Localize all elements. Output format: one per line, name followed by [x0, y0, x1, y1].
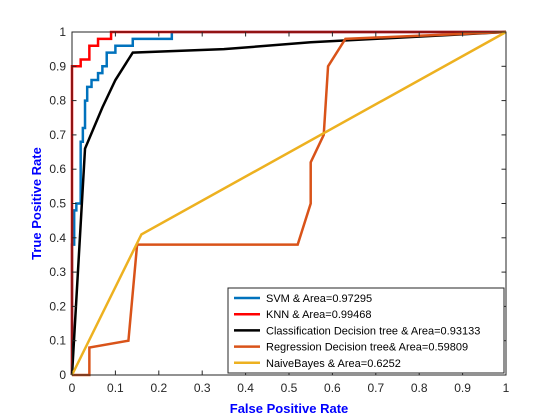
legend-entry-2: Classification Decision tree & Area=0.93… — [266, 325, 480, 337]
tick-layer: 0 0.1 0.2 0.3 0.4 0.5 0.6 0.7 0.8 0.9 1 0 0.1 0.2 0.3 0… — [49, 25, 509, 395]
series-line-1 — [70, 30, 506, 375]
x-tick-label: 0.9 — [454, 381, 471, 395]
y-tick-label: 0.9 — [49, 59, 66, 73]
x-tick-label: 0 — [69, 381, 76, 395]
y-tick-label: 0.3 — [49, 265, 66, 279]
legend-entry-4: NaiveBayes & Area=0.6252 — [266, 358, 401, 370]
legend-box — [227, 287, 505, 374]
x-tick-label: 1 — [503, 381, 510, 395]
x-tick-label: 0.1 — [107, 381, 124, 395]
x-axis-title: False Positive Rate — [230, 401, 349, 416]
y-axis-title: True Positive Rate — [29, 147, 44, 260]
legend-entry-3: Regression Decision tree& Area=0.59809 — [266, 342, 468, 354]
x-tick-label: 0.5 — [281, 381, 298, 395]
y-tick-label: 1 — [59, 25, 66, 39]
series-layer — [70, 30, 507, 377]
x-tick-label: 0.3 — [194, 381, 211, 395]
y-tick-label: 0 — [59, 368, 66, 382]
x-tick-label: 0.8 — [411, 381, 428, 395]
y-tick-label: 0.7 — [49, 128, 66, 142]
legend-entry-0: SVM & Area=0.97295 — [266, 293, 372, 305]
legend: SVM & Area=0.97295 KNN & Area=0.99468 Clas… — [227, 287, 505, 374]
y-tick-label: 0.4 — [49, 231, 66, 245]
series-line-4 — [70, 30, 507, 376]
y-tick-label: 0.2 — [49, 299, 66, 313]
x-tick-label: 0.7 — [367, 381, 384, 395]
y-tick-label: 0.8 — [49, 94, 66, 108]
y-tick-label: 0.5 — [49, 197, 66, 211]
series-line-3 — [72, 30, 507, 377]
x-tick-label: 0.6 — [324, 381, 341, 395]
y-tick-label: 0.6 — [49, 162, 66, 176]
x-tick-label: 0.4 — [237, 381, 254, 395]
x-tick-label: 0.2 — [150, 381, 167, 395]
series-line-0 — [70, 30, 506, 375]
series-line-2 — [70, 30, 507, 376]
y-tick-label: 0.1 — [49, 334, 66, 348]
legend-entry-1: KNN & Area=0.99468 — [266, 309, 372, 321]
